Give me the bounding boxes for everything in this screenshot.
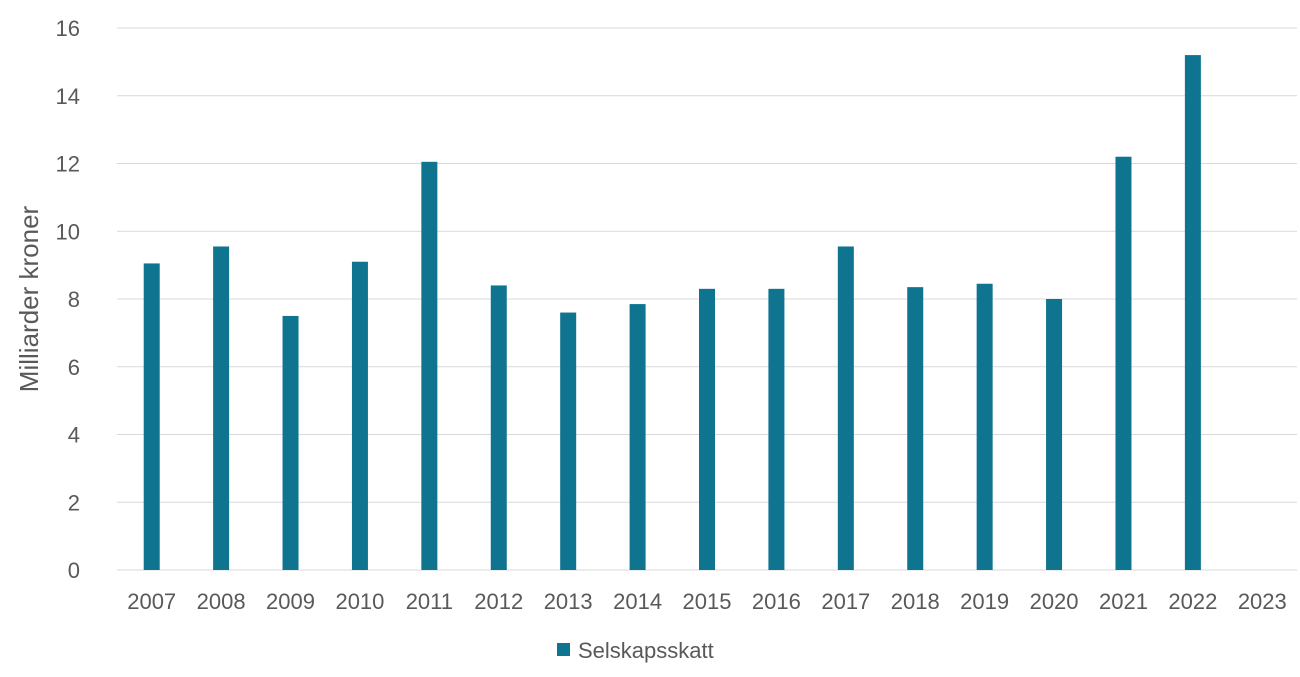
y-tick-label: 8 xyxy=(68,287,80,312)
bar-2017 xyxy=(837,246,854,570)
y-tick-label: 6 xyxy=(68,355,80,380)
x-tick-label: 2011 xyxy=(406,589,453,614)
bar-2009 xyxy=(282,315,299,570)
y-axis-title: Milliarder kroner xyxy=(14,205,44,392)
bar-2019 xyxy=(976,283,993,570)
legend-swatch xyxy=(557,643,570,656)
x-tick-label: 2020 xyxy=(1030,589,1079,614)
bar-2018 xyxy=(907,287,924,570)
x-tick-label: 2007 xyxy=(127,589,176,614)
y-tick-label: 14 xyxy=(56,84,80,109)
x-tick-label: 2019 xyxy=(960,589,1009,614)
x-tick-label: 2009 xyxy=(266,589,315,614)
x-tick-label: 2008 xyxy=(197,589,246,614)
x-tick-label: 2015 xyxy=(683,589,732,614)
bar-2022 xyxy=(1184,55,1201,571)
bar-2021 xyxy=(1115,156,1132,570)
y-axis-ticks: 0 2 4 6 8 10 12 14 16 xyxy=(56,16,80,583)
y-tick-label: 12 xyxy=(56,152,80,177)
x-tick-label: 2021 xyxy=(1099,589,1148,614)
legend-label: Selskapsskatt xyxy=(578,638,714,663)
y-tick-label: 4 xyxy=(68,423,80,448)
bar-2014 xyxy=(629,304,646,570)
bar-2011 xyxy=(421,161,438,570)
x-tick-label: 2014 xyxy=(613,589,662,614)
bar-2016 xyxy=(768,288,785,570)
bar-2012 xyxy=(490,285,507,570)
bar-2008 xyxy=(213,246,230,570)
bar-2020 xyxy=(1046,299,1063,570)
x-tick-label: 2017 xyxy=(821,589,870,614)
x-tick-label: 2023 xyxy=(1238,589,1287,614)
bars xyxy=(143,55,1201,571)
y-tick-label: 2 xyxy=(68,490,80,515)
y-tick-label: 10 xyxy=(56,219,80,244)
bar-2007 xyxy=(143,263,160,570)
x-tick-label: 2022 xyxy=(1168,589,1217,614)
x-tick-label: 2016 xyxy=(752,589,801,614)
x-tick-label: 2013 xyxy=(544,589,593,614)
y-tick-label: 0 xyxy=(68,558,80,583)
x-tick-label: 2018 xyxy=(891,589,940,614)
bar-2013 xyxy=(560,312,577,570)
y-tick-label: 16 xyxy=(56,16,80,41)
x-axis-ticks: 2007 2008 2009 2010 2011 2012 2013 2014 2015 2016… xyxy=(127,589,1287,614)
bar-2015 xyxy=(699,288,715,570)
x-tick-label: 2010 xyxy=(335,589,384,614)
x-tick-label: 2012 xyxy=(474,589,523,614)
legend: Selskapsskatt xyxy=(557,638,714,663)
bar-2010 xyxy=(351,261,368,570)
